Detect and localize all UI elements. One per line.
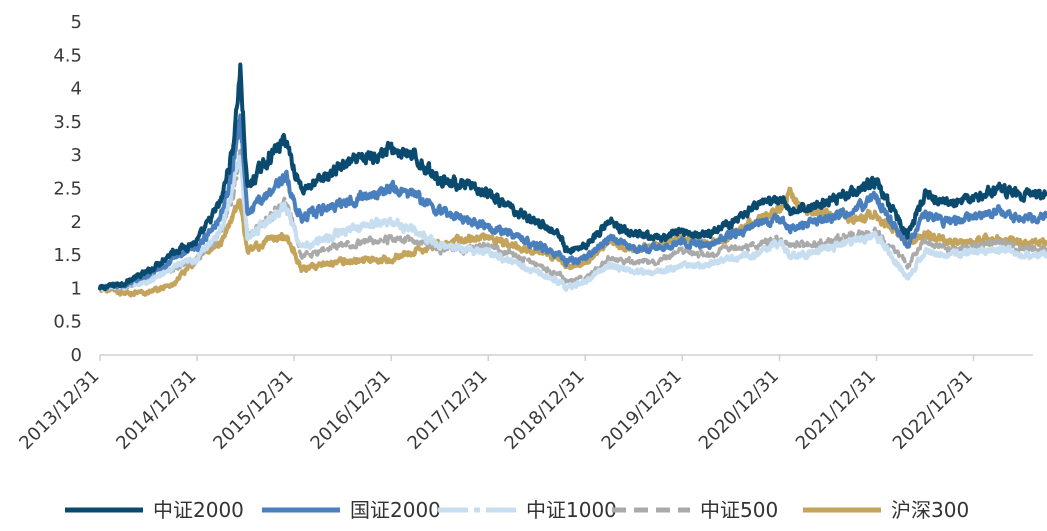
x-tick-label: 2016/12/31 xyxy=(307,366,395,454)
legend-label: 中证1000 xyxy=(526,498,617,522)
legend-label: 国证2000 xyxy=(350,498,441,522)
x-tick-label: 2019/12/31 xyxy=(598,366,686,454)
y-tick-label: 4.5 xyxy=(53,45,82,66)
y-tick-label: 1 xyxy=(71,278,82,299)
x-tick-label: 2022/12/31 xyxy=(889,366,977,454)
x-axis: 2013/12/31 2014/12/31 2015/12/31 2016/12/31… xyxy=(15,354,1033,454)
legend-label: 沪深300 xyxy=(891,498,969,522)
x-tick-label: 2014/12/31 xyxy=(112,366,200,454)
y-tick-label: 3.5 xyxy=(53,112,82,133)
y-tick-label: 0.5 xyxy=(53,312,82,333)
legend: 中证2000 国证2000 中证1000 中证500 沪深300 xyxy=(65,498,969,522)
series-line xyxy=(98,154,1047,293)
x-tick-label: 2018/12/31 xyxy=(501,366,589,454)
y-axis: 0 0.5 1 1.5 2 2.5 3 3.5 4 4.5 5 xyxy=(53,12,82,366)
y-tick-label: 4 xyxy=(71,79,82,100)
y-tick-label: 0 xyxy=(71,345,82,366)
y-tick-label: 1.5 xyxy=(53,245,82,266)
series-line xyxy=(98,113,1047,291)
x-tick-label: 2017/12/31 xyxy=(404,366,492,454)
y-tick-label: 5 xyxy=(71,12,82,33)
legend-label: 中证500 xyxy=(700,498,778,522)
series-line xyxy=(98,62,1047,292)
x-tick-label: 2021/12/31 xyxy=(792,366,880,454)
y-tick-label: 2 xyxy=(71,212,82,233)
x-tick-label: 2013/12/31 xyxy=(15,366,103,454)
y-tick-label: 3 xyxy=(71,145,82,166)
x-tick-label: 2020/12/31 xyxy=(695,366,783,454)
plot-area xyxy=(98,62,1047,298)
x-tick-label: 2015/12/31 xyxy=(209,366,297,454)
legend-label: 中证2000 xyxy=(153,498,244,522)
y-tick-label: 2.5 xyxy=(53,179,82,200)
